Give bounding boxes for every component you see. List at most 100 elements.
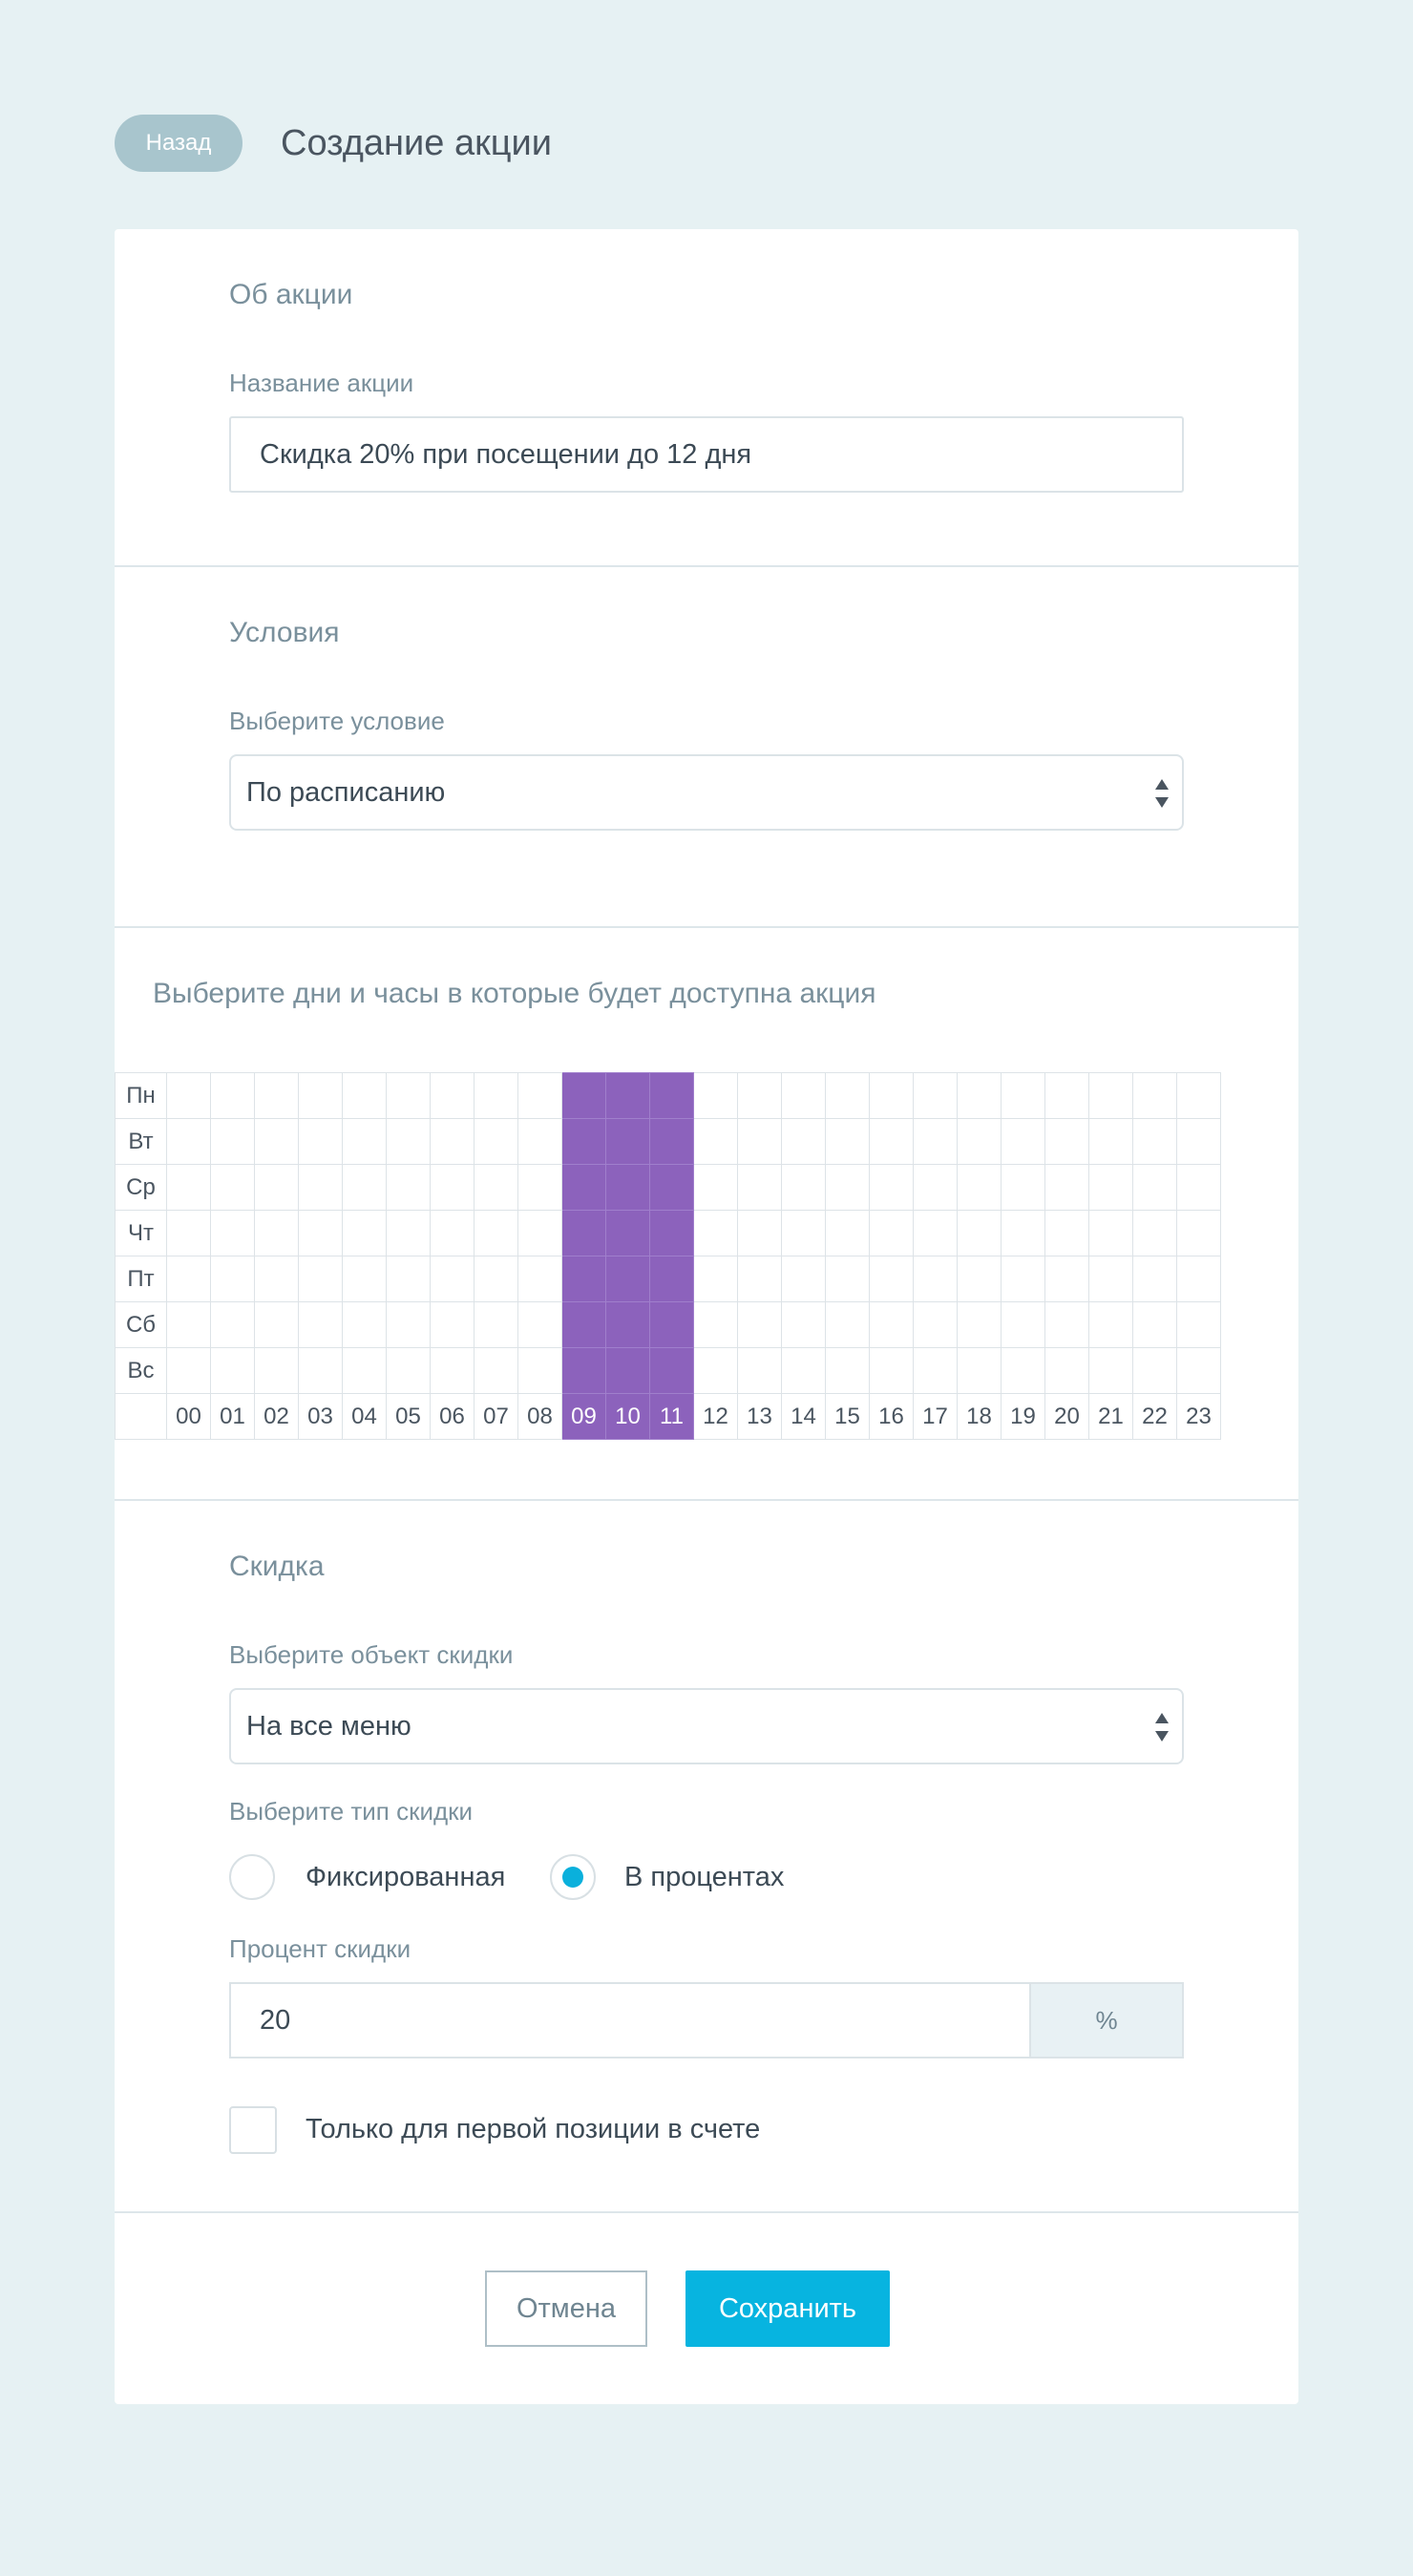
schedule-cell[interactable] xyxy=(913,1256,958,1302)
schedule-cell[interactable] xyxy=(693,1118,738,1165)
schedule-cell[interactable] xyxy=(517,1301,562,1348)
schedule-cell[interactable] xyxy=(605,1256,650,1302)
schedule-cell[interactable] xyxy=(693,1164,738,1211)
schedule-cell[interactable] xyxy=(913,1347,958,1394)
schedule-cell[interactable] xyxy=(781,1210,826,1256)
schedule-cell[interactable] xyxy=(737,1164,782,1211)
schedule-cell[interactable] xyxy=(605,1347,650,1394)
hour-label[interactable]: 14 xyxy=(781,1393,826,1440)
schedule-cell[interactable] xyxy=(737,1256,782,1302)
schedule-cell[interactable] xyxy=(913,1210,958,1256)
hour-label[interactable]: 17 xyxy=(913,1393,958,1440)
schedule-cell[interactable] xyxy=(298,1256,343,1302)
hour-label[interactable]: 01 xyxy=(210,1393,255,1440)
cancel-button[interactable]: Отмена xyxy=(485,2270,647,2347)
schedule-cell[interactable] xyxy=(913,1072,958,1119)
schedule-cell[interactable] xyxy=(298,1301,343,1348)
schedule-cell[interactable] xyxy=(342,1301,387,1348)
schedule-cell[interactable] xyxy=(342,1072,387,1119)
schedule-cell[interactable] xyxy=(957,1210,1002,1256)
schedule-cell[interactable] xyxy=(693,1256,738,1302)
schedule-cell[interactable] xyxy=(737,1210,782,1256)
schedule-cell[interactable] xyxy=(869,1072,914,1119)
schedule-cell[interactable] xyxy=(517,1256,562,1302)
schedule-cell[interactable] xyxy=(386,1118,431,1165)
schedule-cell[interactable] xyxy=(1001,1072,1045,1119)
schedule-cell[interactable] xyxy=(913,1301,958,1348)
schedule-cell[interactable] xyxy=(1044,1118,1089,1165)
schedule-cell[interactable] xyxy=(781,1347,826,1394)
schedule-cell[interactable] xyxy=(342,1210,387,1256)
hour-label[interactable]: 16 xyxy=(869,1393,914,1440)
schedule-cell[interactable] xyxy=(474,1072,518,1119)
schedule-cell[interactable] xyxy=(649,1118,694,1165)
schedule-cell[interactable] xyxy=(781,1301,826,1348)
hour-label[interactable]: 23 xyxy=(1176,1393,1221,1440)
schedule-cell[interactable] xyxy=(1176,1164,1221,1211)
schedule-cell[interactable] xyxy=(561,1347,606,1394)
schedule-cell[interactable] xyxy=(517,1118,562,1165)
schedule-cell[interactable] xyxy=(430,1118,475,1165)
hour-label[interactable]: 22 xyxy=(1132,1393,1177,1440)
schedule-cell[interactable] xyxy=(166,1347,211,1394)
schedule-cell[interactable] xyxy=(869,1210,914,1256)
schedule-cell[interactable] xyxy=(474,1256,518,1302)
schedule-cell[interactable] xyxy=(517,1164,562,1211)
hour-label[interactable]: 13 xyxy=(737,1393,782,1440)
schedule-cell[interactable] xyxy=(649,1347,694,1394)
schedule-cell[interactable] xyxy=(298,1072,343,1119)
schedule-cell[interactable] xyxy=(210,1256,255,1302)
schedule-cell[interactable] xyxy=(1176,1347,1221,1394)
schedule-cell[interactable] xyxy=(825,1210,870,1256)
schedule-cell[interactable] xyxy=(210,1347,255,1394)
schedule-cell[interactable] xyxy=(1176,1118,1221,1165)
schedule-cell[interactable] xyxy=(649,1072,694,1119)
schedule-cell[interactable] xyxy=(649,1210,694,1256)
schedule-cell[interactable] xyxy=(386,1072,431,1119)
schedule-cell[interactable] xyxy=(1132,1164,1177,1211)
hour-label[interactable]: 10 xyxy=(605,1393,650,1440)
schedule-cell[interactable] xyxy=(957,1164,1002,1211)
schedule-cell[interactable] xyxy=(430,1210,475,1256)
schedule-cell[interactable] xyxy=(254,1210,299,1256)
schedule-cell[interactable] xyxy=(166,1118,211,1165)
schedule-cell[interactable] xyxy=(561,1256,606,1302)
schedule-cell[interactable] xyxy=(342,1347,387,1394)
schedule-cell[interactable] xyxy=(1001,1256,1045,1302)
schedule-cell[interactable] xyxy=(254,1164,299,1211)
schedule-cell[interactable] xyxy=(1132,1072,1177,1119)
schedule-cell[interactable] xyxy=(430,1301,475,1348)
percent-input[interactable]: 20 xyxy=(229,1982,1031,2059)
schedule-cell[interactable] xyxy=(869,1347,914,1394)
schedule-cell[interactable] xyxy=(254,1072,299,1119)
hour-label[interactable]: 18 xyxy=(957,1393,1002,1440)
schedule-cell[interactable] xyxy=(430,1072,475,1119)
schedule-cell[interactable] xyxy=(386,1301,431,1348)
schedule-cell[interactable] xyxy=(166,1256,211,1302)
schedule-cell[interactable] xyxy=(649,1164,694,1211)
schedule-cell[interactable] xyxy=(1044,1256,1089,1302)
schedule-cell[interactable] xyxy=(342,1256,387,1302)
schedule-cell[interactable] xyxy=(1176,1210,1221,1256)
schedule-cell[interactable] xyxy=(825,1118,870,1165)
schedule-cell[interactable] xyxy=(561,1301,606,1348)
schedule-cell[interactable] xyxy=(1088,1072,1133,1119)
schedule-cell[interactable] xyxy=(1088,1118,1133,1165)
schedule-cell[interactable] xyxy=(474,1164,518,1211)
schedule-cell[interactable] xyxy=(1088,1347,1133,1394)
schedule-cell[interactable] xyxy=(737,1118,782,1165)
schedule-cell[interactable] xyxy=(1132,1301,1177,1348)
hour-label[interactable]: 03 xyxy=(298,1393,343,1440)
schedule-cell[interactable] xyxy=(298,1210,343,1256)
schedule-cell[interactable] xyxy=(1176,1256,1221,1302)
schedule-cell[interactable] xyxy=(561,1072,606,1119)
schedule-cell[interactable] xyxy=(386,1164,431,1211)
schedule-cell[interactable] xyxy=(254,1347,299,1394)
schedule-cell[interactable] xyxy=(298,1118,343,1165)
hour-label[interactable]: 19 xyxy=(1001,1393,1045,1440)
schedule-cell[interactable] xyxy=(1088,1301,1133,1348)
hour-label[interactable]: 15 xyxy=(825,1393,870,1440)
schedule-cell[interactable] xyxy=(605,1164,650,1211)
schedule-cell[interactable] xyxy=(825,1164,870,1211)
schedule-cell[interactable] xyxy=(210,1072,255,1119)
